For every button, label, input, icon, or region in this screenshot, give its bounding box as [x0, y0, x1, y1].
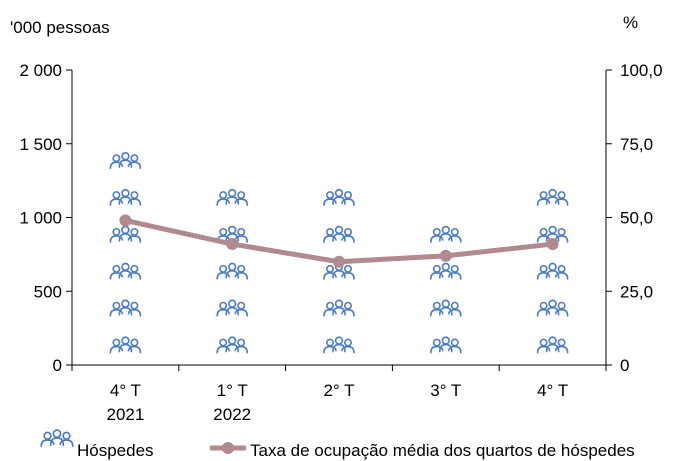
people-group-icon	[109, 262, 142, 280]
legend-hospedes-label: Hóspedes	[77, 441, 154, 460]
left-axis-unit: '000 pessoas	[10, 18, 110, 37]
left-tick-label: 2 000	[19, 61, 62, 80]
right-tick-label: 75,0	[620, 135, 653, 154]
x-tick-label-year: 2021	[106, 405, 144, 424]
x-tick-label: 3° T	[430, 381, 461, 400]
legend-hospedes-icon	[40, 429, 74, 448]
people-group-icon-partial	[538, 153, 568, 168]
x-tick-label: 4° T	[537, 381, 568, 400]
left-tick-label: 500	[34, 282, 62, 301]
pictograph-column	[323, 188, 355, 354]
line-series	[119, 214, 559, 268]
people-group-icon	[429, 225, 462, 243]
left-tick-label: 1 500	[19, 135, 62, 154]
right-tick-label: 25,0	[620, 282, 653, 301]
taxa-point	[546, 238, 559, 251]
x-tick-label: 1° T	[217, 381, 248, 400]
right-axis-ticks: 0 25,0 50,0 75,0 100,0	[606, 61, 663, 375]
people-group-icon	[536, 336, 569, 354]
people-group-icon	[216, 188, 248, 206]
people-group-icon	[429, 299, 462, 317]
people-group-icon	[536, 188, 569, 206]
people-group-icon	[216, 336, 248, 354]
left-tick-label: 1 000	[19, 209, 62, 228]
pictograph-column	[109, 116, 142, 354]
people-group-icon	[429, 336, 462, 354]
pictograph-column	[536, 153, 569, 354]
right-axis-unit: %	[623, 13, 638, 32]
axes	[71, 70, 607, 371]
people-group-icon	[216, 262, 248, 280]
pictograph-column	[216, 153, 248, 354]
people-group-icon-partial	[431, 190, 461, 205]
x-tick-label-year: 2022	[213, 405, 251, 424]
right-tick-label: 50,0	[620, 209, 653, 228]
left-axis-ticks: 0 500 1 000 1 500 2 000	[19, 61, 72, 375]
people-group-icon	[323, 188, 355, 206]
right-tick-label: 0	[620, 356, 629, 375]
legend: Hóspedes Taxa de ocupação média dos quar…	[40, 429, 635, 460]
taxa-point	[333, 255, 345, 268]
people-group-icon	[323, 299, 355, 317]
legend-taxa-marker	[222, 442, 234, 454]
taxa-point	[119, 214, 132, 227]
x-axis-labels: 4° T 2021 1° T 2022 2° T 3° T 4° T	[106, 381, 568, 424]
people-group-icon	[323, 225, 355, 243]
x-tick-label: 4° T	[110, 381, 141, 400]
people-group-icon	[109, 151, 142, 169]
people-group-icon	[109, 225, 142, 243]
people-group-icon	[429, 262, 462, 280]
people-group-icon	[109, 299, 142, 317]
people-group-icon	[109, 336, 142, 354]
people-group-icon-partial	[217, 153, 247, 168]
left-tick-label: 0	[53, 356, 62, 375]
right-tick-label: 100,0	[620, 61, 663, 80]
people-group-icon-partial	[110, 116, 140, 131]
legend-taxa-label: Taxa de ocupação média dos quartos de hó…	[250, 441, 635, 460]
people-group-icon	[109, 188, 142, 206]
people-group-icon	[216, 299, 248, 317]
pictograph-column	[429, 190, 462, 354]
taxa-point	[439, 249, 452, 262]
taxa-point	[226, 238, 239, 251]
x-tick-label: 2° T	[323, 381, 354, 400]
people-group-icon	[323, 336, 355, 354]
people-group-icon	[536, 299, 569, 317]
people-group-icon	[536, 262, 569, 280]
